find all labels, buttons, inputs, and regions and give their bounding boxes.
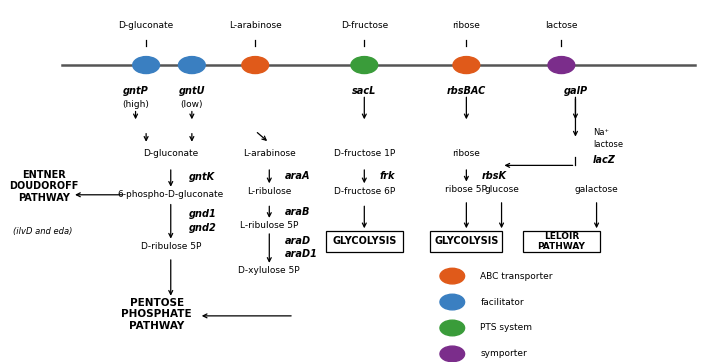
Text: ribose: ribose (452, 149, 480, 158)
Text: araD: araD (285, 236, 311, 247)
Text: araD1: araD1 (285, 249, 318, 258)
Text: L-ribulose 5P: L-ribulose 5P (240, 222, 298, 231)
Text: lacZ: lacZ (593, 155, 616, 165)
Text: PENTOSE
PHOSPHATE
PATHWAY: PENTOSE PHOSPHATE PATHWAY (122, 298, 192, 331)
Text: (ilvD and eda): (ilvD and eda) (13, 227, 73, 236)
Text: D-xylulose 5P: D-xylulose 5P (239, 266, 300, 275)
Ellipse shape (440, 320, 464, 336)
Ellipse shape (133, 56, 160, 73)
Text: L-arabinose: L-arabinose (243, 149, 296, 158)
Text: araA: araA (285, 171, 311, 181)
Text: GLYCOLYSIS: GLYCOLYSIS (434, 236, 498, 247)
FancyBboxPatch shape (523, 231, 600, 252)
Ellipse shape (440, 346, 464, 362)
Text: symporter: symporter (480, 349, 527, 358)
Text: gnd1: gnd1 (188, 209, 216, 219)
Ellipse shape (351, 56, 377, 73)
Text: rbsK: rbsK (482, 171, 507, 181)
Text: gntP: gntP (123, 86, 148, 96)
Text: LELOIR
PATHWAY: LELOIR PATHWAY (537, 232, 585, 251)
Text: PTS system: PTS system (480, 324, 533, 332)
Text: 6-phospho-D-gluconate: 6-phospho-D-gluconate (118, 190, 224, 199)
Ellipse shape (242, 56, 269, 73)
Ellipse shape (178, 56, 205, 73)
Text: L-arabinose: L-arabinose (229, 21, 282, 30)
Text: gnd2: gnd2 (188, 223, 216, 233)
Text: frk: frk (380, 171, 395, 181)
Text: araB: araB (285, 207, 310, 217)
Text: D-gluconate: D-gluconate (143, 149, 198, 158)
Text: ABC transporter: ABC transporter (480, 272, 553, 281)
Text: sacL: sacL (352, 86, 377, 96)
FancyBboxPatch shape (326, 231, 403, 252)
Text: D-fructose 1P: D-fructose 1P (334, 149, 395, 158)
Text: gntU: gntU (178, 86, 205, 96)
Text: lactose: lactose (593, 140, 623, 149)
Ellipse shape (548, 56, 574, 73)
Text: Na⁺: Na⁺ (593, 128, 609, 137)
Text: galP: galP (564, 86, 587, 96)
Text: (low): (low) (180, 100, 203, 109)
Text: D-fructose: D-fructose (341, 21, 388, 30)
Text: lactose: lactose (545, 21, 577, 30)
FancyBboxPatch shape (431, 231, 503, 252)
Ellipse shape (440, 268, 464, 284)
Text: ribose 5P: ribose 5P (446, 185, 487, 194)
Text: ENTNER
DOUDOROFF
PATHWAY: ENTNER DOUDOROFF PATHWAY (9, 169, 79, 203)
Text: (high): (high) (122, 100, 149, 109)
Text: L-ribulose: L-ribulose (247, 187, 291, 196)
Text: D-ribulose 5P: D-ribulose 5P (141, 242, 201, 251)
Text: gntK: gntK (188, 172, 214, 182)
Text: rbsBAC: rbsBAC (446, 86, 486, 96)
Text: facilitator: facilitator (480, 298, 524, 307)
Ellipse shape (453, 56, 480, 73)
Ellipse shape (440, 294, 464, 310)
Text: D-fructose 6P: D-fructose 6P (334, 187, 395, 196)
Text: GLYCOLYSIS: GLYCOLYSIS (332, 236, 396, 247)
Text: D-gluconate: D-gluconate (119, 21, 174, 30)
Text: glucose: glucose (484, 185, 519, 194)
Text: galactose: galactose (574, 185, 618, 194)
Text: ribose: ribose (452, 21, 480, 30)
